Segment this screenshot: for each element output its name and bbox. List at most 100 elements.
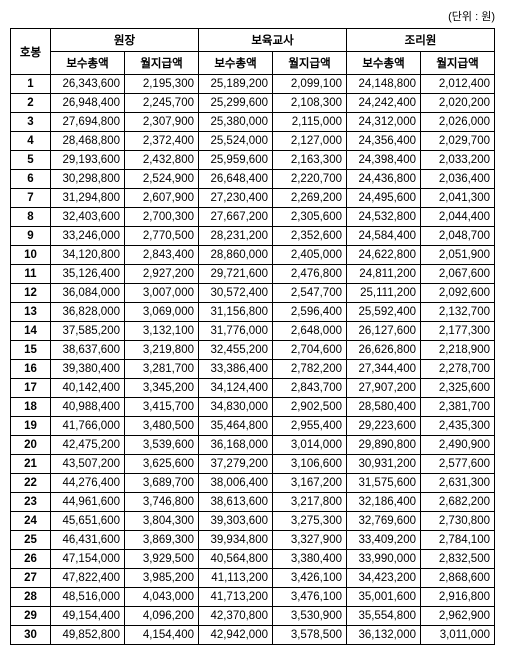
cell-value: 2,405,000 xyxy=(273,246,347,265)
cell-value: 24,312,000 xyxy=(347,113,421,132)
cell-value: 39,934,800 xyxy=(199,531,273,550)
cell-value: 3,007,000 xyxy=(125,284,199,303)
row-number: 28 xyxy=(11,588,51,607)
cell-value: 3,476,100 xyxy=(273,588,347,607)
cell-value: 29,721,600 xyxy=(199,265,273,284)
cell-value: 3,804,300 xyxy=(125,512,199,531)
table-row: 731,294,8002,607,90027,230,4002,269,2002… xyxy=(11,189,495,208)
cell-value: 2,325,600 xyxy=(421,379,495,398)
cell-value: 26,343,600 xyxy=(51,75,125,94)
cell-value: 41,713,200 xyxy=(199,588,273,607)
cell-value: 45,651,600 xyxy=(51,512,125,531)
cell-value: 3,281,700 xyxy=(125,360,199,379)
col-header-sub: 보수총액 xyxy=(199,52,273,75)
col-header-sub: 보수총액 xyxy=(51,52,125,75)
table-row: 2747,822,4003,985,20041,113,2003,426,100… xyxy=(11,569,495,588)
table-row: 529,193,6002,432,80025,959,6002,163,3002… xyxy=(11,151,495,170)
cell-value: 3,275,300 xyxy=(273,512,347,531)
cell-value: 33,409,200 xyxy=(347,531,421,550)
cell-value: 42,370,800 xyxy=(199,607,273,626)
cell-value: 3,539,600 xyxy=(125,436,199,455)
cell-value: 2,352,600 xyxy=(273,227,347,246)
cell-value: 25,959,600 xyxy=(199,151,273,170)
cell-value: 2,269,200 xyxy=(273,189,347,208)
cell-value: 3,746,800 xyxy=(125,493,199,512)
cell-value: 2,026,000 xyxy=(421,113,495,132)
table-row: 1034,120,8002,843,40028,860,0002,405,000… xyxy=(11,246,495,265)
cell-value: 2,048,700 xyxy=(421,227,495,246)
col-header-sub: 보수총액 xyxy=(347,52,421,75)
cell-value: 24,495,600 xyxy=(347,189,421,208)
salary-table: 호봉 원장 보육교사 조리원 보수총액 월지급액 보수총액 월지급액 보수총액 … xyxy=(10,28,495,645)
cell-value: 3,985,200 xyxy=(125,569,199,588)
cell-value: 2,682,200 xyxy=(421,493,495,512)
cell-value: 2,381,700 xyxy=(421,398,495,417)
cell-value: 3,106,600 xyxy=(273,455,347,474)
cell-value: 26,948,400 xyxy=(51,94,125,113)
cell-value: 2,218,900 xyxy=(421,341,495,360)
cell-value: 2,832,500 xyxy=(421,550,495,569)
table-row: 327,694,8002,307,90025,380,0002,115,0002… xyxy=(11,113,495,132)
row-number: 24 xyxy=(11,512,51,531)
row-number: 12 xyxy=(11,284,51,303)
cell-value: 31,575,600 xyxy=(347,474,421,493)
row-number: 15 xyxy=(11,341,51,360)
cell-value: 49,852,800 xyxy=(51,626,125,645)
row-number: 9 xyxy=(11,227,51,246)
cell-value: 2,307,900 xyxy=(125,113,199,132)
table-row: 2445,651,6003,804,30039,303,6003,275,300… xyxy=(11,512,495,531)
cell-value: 41,113,200 xyxy=(199,569,273,588)
row-number: 30 xyxy=(11,626,51,645)
cell-value: 32,403,600 xyxy=(51,208,125,227)
cell-value: 3,327,900 xyxy=(273,531,347,550)
row-number: 21 xyxy=(11,455,51,474)
col-header-group-2: 조리원 xyxy=(347,29,495,52)
table-row: 1336,828,0003,069,00031,156,8002,596,400… xyxy=(11,303,495,322)
cell-value: 2,547,700 xyxy=(273,284,347,303)
cell-value: 2,036,400 xyxy=(421,170,495,189)
col-header-group-1: 보육교사 xyxy=(199,29,347,52)
cell-value: 2,490,900 xyxy=(421,436,495,455)
cell-value: 3,578,500 xyxy=(273,626,347,645)
cell-value: 2,955,400 xyxy=(273,417,347,436)
cell-value: 3,480,500 xyxy=(125,417,199,436)
cell-value: 46,431,600 xyxy=(51,531,125,550)
row-number: 11 xyxy=(11,265,51,284)
cell-value: 41,766,000 xyxy=(51,417,125,436)
row-number: 26 xyxy=(11,550,51,569)
cell-value: 30,931,200 xyxy=(347,455,421,474)
cell-value: 29,193,600 xyxy=(51,151,125,170)
cell-value: 2,631,300 xyxy=(421,474,495,493)
cell-value: 3,219,800 xyxy=(125,341,199,360)
cell-value: 2,020,200 xyxy=(421,94,495,113)
row-number: 5 xyxy=(11,151,51,170)
cell-value: 24,532,800 xyxy=(347,208,421,227)
cell-value: 28,231,200 xyxy=(199,227,273,246)
cell-value: 2,108,300 xyxy=(273,94,347,113)
cell-value: 25,380,000 xyxy=(199,113,273,132)
table-row: 2244,276,4003,689,70038,006,4003,167,200… xyxy=(11,474,495,493)
row-number: 18 xyxy=(11,398,51,417)
cell-value: 27,344,400 xyxy=(347,360,421,379)
cell-value: 3,426,100 xyxy=(273,569,347,588)
cell-value: 3,929,500 xyxy=(125,550,199,569)
cell-value: 3,011,000 xyxy=(421,626,495,645)
cell-value: 3,069,000 xyxy=(125,303,199,322)
row-number: 16 xyxy=(11,360,51,379)
cell-value: 39,303,600 xyxy=(199,512,273,531)
cell-value: 2,051,900 xyxy=(421,246,495,265)
row-number: 20 xyxy=(11,436,51,455)
cell-value: 31,156,800 xyxy=(199,303,273,322)
row-number: 13 xyxy=(11,303,51,322)
col-header-rownum: 호봉 xyxy=(11,29,51,75)
cell-value: 3,530,900 xyxy=(273,607,347,626)
cell-value: 24,584,400 xyxy=(347,227,421,246)
cell-value: 32,455,200 xyxy=(199,341,273,360)
cell-value: 38,006,400 xyxy=(199,474,273,493)
cell-value: 42,942,000 xyxy=(199,626,273,645)
col-header-sub: 월지급액 xyxy=(125,52,199,75)
cell-value: 24,436,800 xyxy=(347,170,421,189)
cell-value: 38,613,600 xyxy=(199,493,273,512)
row-number: 27 xyxy=(11,569,51,588)
cell-value: 2,092,600 xyxy=(421,284,495,303)
